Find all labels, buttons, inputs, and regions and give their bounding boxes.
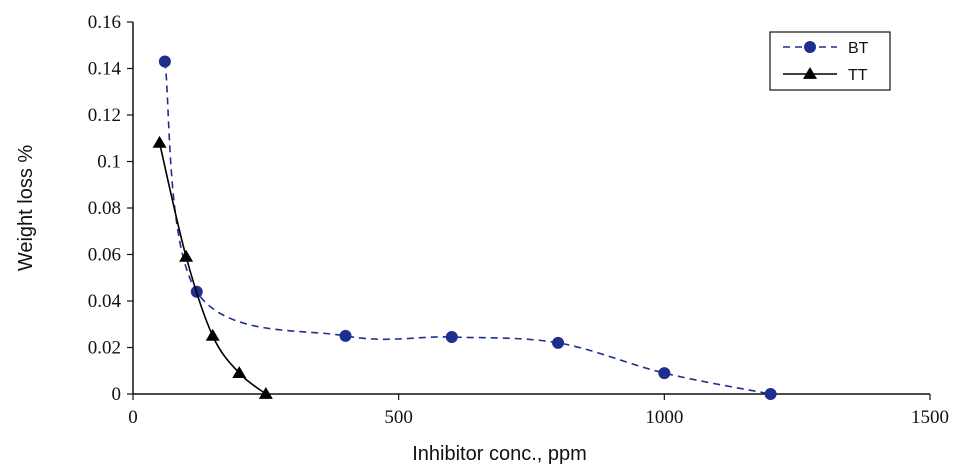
- y-tick-label: 0.1: [97, 152, 121, 173]
- y-tick-label: 0.14: [88, 59, 122, 80]
- x-tick-label: 1500: [911, 407, 949, 428]
- data-point-bt: [658, 367, 671, 380]
- y-tick-label: 0.06: [88, 245, 121, 266]
- data-point-tt: [258, 387, 273, 399]
- data-point-bt: [158, 55, 171, 68]
- y-tick-label: 0: [112, 384, 122, 405]
- data-point-tt: [205, 328, 220, 341]
- x-tick-label: 500: [384, 407, 413, 428]
- y-axis-title: Weight loss %: [15, 145, 37, 272]
- y-tick-label: 0.12: [88, 105, 121, 126]
- y-tick-label: 0.08: [88, 198, 121, 219]
- y-tick-label: 0.16: [88, 12, 121, 33]
- data-point-tt: [232, 366, 247, 378]
- legend-label-tt: TT: [848, 67, 868, 84]
- legend-marker-tt: [803, 67, 817, 79]
- x-tick-label: 0: [128, 407, 138, 428]
- data-point-bt: [339, 329, 352, 342]
- y-tick-label: 0.02: [88, 338, 121, 359]
- x-axis-ticks: 0 500 1000 1500: [128, 394, 949, 428]
- legend-marker-bt: [804, 41, 816, 53]
- data-point-tt: [179, 249, 194, 262]
- data-point-tt: [152, 135, 167, 148]
- y-tick-label: 0.04: [88, 291, 122, 312]
- series-tt: [152, 135, 273, 399]
- series-line-bt: [164, 61, 771, 395]
- data-point-bt: [445, 331, 458, 344]
- series-bt: [158, 55, 777, 400]
- x-axis-title: Inhibitor conc., ppm: [412, 443, 587, 465]
- legend-label-bt: BT: [848, 40, 869, 57]
- series-line-tt: [158, 142, 267, 395]
- y-axis-ticks: 0 0.02 0.04 0.06 0.08 0.1 0.12 0.14 0.16: [88, 12, 133, 405]
- data-point-bt: [552, 336, 565, 349]
- series-layer: [152, 55, 777, 400]
- legend-box: [769, 31, 891, 91]
- x-tick-label: 1000: [645, 407, 683, 428]
- data-point-bt: [764, 388, 777, 400]
- legend: BT TT: [769, 31, 891, 91]
